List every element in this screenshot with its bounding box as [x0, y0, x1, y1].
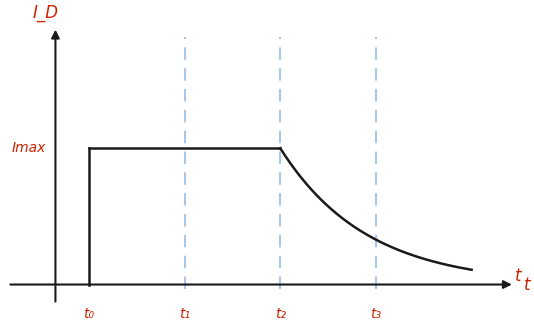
- Text: t₂: t₂: [274, 307, 286, 321]
- Text: t₃: t₃: [371, 307, 381, 321]
- Text: I_D: I_D: [33, 4, 59, 22]
- Text: t₁: t₁: [179, 307, 190, 321]
- Text: Imax: Imax: [12, 141, 46, 155]
- Text: t: t: [515, 267, 521, 285]
- Text: t: t: [524, 275, 531, 293]
- Text: t₀: t₀: [83, 307, 95, 321]
